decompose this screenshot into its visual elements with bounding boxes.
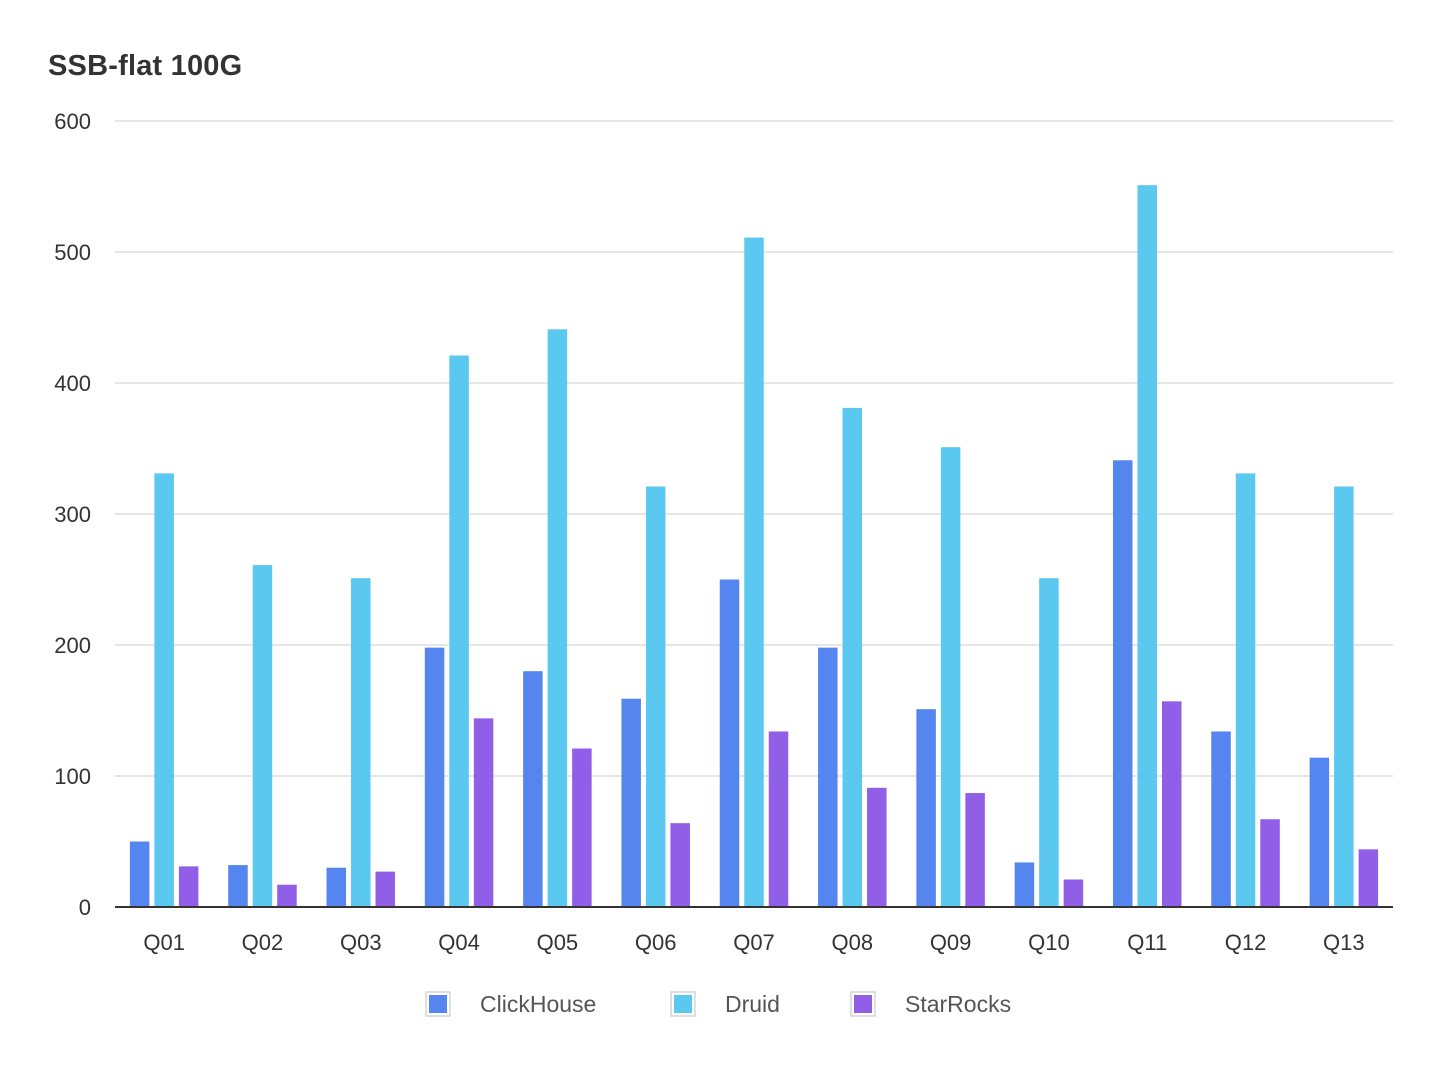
y-tick-label: 200	[54, 633, 91, 658]
bar-clickhouse-q11	[1112, 460, 1133, 907]
y-tick-label: 400	[54, 371, 91, 396]
x-tick-label: Q12	[1225, 930, 1267, 955]
legend-label: StarRocks	[905, 991, 1011, 1017]
bar-druid-q06	[645, 486, 666, 907]
bar-clickhouse-q06	[621, 698, 641, 907]
bar-starrocks-q07	[768, 731, 789, 907]
legend-label: Druid	[725, 991, 780, 1017]
bar-druid-q09	[940, 447, 961, 907]
x-tick-label: Q10	[1028, 930, 1070, 955]
bar-starrocks-q11	[1161, 701, 1182, 907]
x-tick-label: Q01	[143, 930, 185, 955]
x-tick-label: Q08	[832, 930, 874, 955]
x-tick-label: Q02	[242, 930, 284, 955]
bar-starrocks-q06	[670, 823, 690, 907]
bar-starrocks-q09	[965, 793, 985, 907]
bar-druid-q03	[351, 578, 371, 907]
legend-label: ClickHouse	[480, 991, 596, 1017]
y-tick-label: 300	[54, 502, 91, 527]
legend-swatch	[674, 995, 692, 1013]
bar-druid-q11	[1137, 185, 1157, 907]
bar-druid-q05	[547, 329, 568, 907]
axis-layer: 0 100 200 300 400 500 600 Q01 Q02 Q03 Q04 Q05 Q06 Q07…	[54, 109, 1393, 955]
legend-item-clickhouse[interactable]: ClickHouse	[425, 991, 596, 1017]
bar-starrocks-q01	[178, 866, 199, 907]
bar-druid-q08	[842, 407, 863, 907]
bar-starrocks-q04	[473, 718, 494, 907]
y-tick-label: 100	[54, 764, 91, 789]
bar-starrocks-q13	[1358, 849, 1379, 907]
bar-clickhouse-q07	[719, 579, 740, 907]
bar-druid-q12	[1235, 473, 1256, 907]
legend-item-starrocks[interactable]: StarRocks	[850, 991, 1011, 1017]
x-tick-label: Q11	[1127, 930, 1167, 955]
bar-starrocks-q10	[1063, 879, 1084, 907]
bar-starrocks-q12	[1260, 819, 1280, 907]
legend: ClickHouse Druid StarRocks	[425, 991, 1011, 1017]
legend-item-druid[interactable]: Druid	[670, 991, 780, 1017]
bar-clickhouse-q03	[326, 867, 347, 907]
bar-clickhouse-q13	[1309, 757, 1330, 907]
bar-druid-q07	[744, 237, 764, 908]
x-tick-label: Q04	[438, 930, 480, 955]
x-tick-label: Q03	[340, 930, 382, 955]
legend-swatch	[429, 995, 447, 1013]
bar-clickhouse-q01	[129, 841, 150, 907]
bar-clickhouse-q02	[228, 865, 248, 907]
x-tick-label: Q07	[733, 930, 775, 955]
x-tick-label: Q09	[930, 930, 972, 955]
bar-clickhouse-q04	[424, 647, 445, 907]
chart-title: SSB-flat 100G	[48, 50, 243, 82]
bar-starrocks-q08	[867, 787, 887, 907]
bar-clickhouse-q10	[1014, 862, 1035, 907]
bar-druid-q13	[1334, 486, 1354, 907]
bar-druid-q01	[154, 473, 174, 907]
legend-swatch	[854, 995, 872, 1013]
y-tick-label: 0	[79, 895, 91, 920]
x-tick-label: Q13	[1323, 930, 1365, 955]
bar-clickhouse-q12	[1211, 731, 1231, 907]
y-tick-label: 500	[54, 240, 91, 265]
x-tick-label: Q05	[537, 930, 579, 955]
bar-clickhouse-q09	[916, 709, 936, 907]
bars-layer	[129, 185, 1379, 908]
bar-clickhouse-q08	[818, 647, 838, 907]
bar-starrocks-q05	[572, 748, 592, 907]
bar-starrocks-q03	[375, 871, 396, 907]
x-tick-label: Q06	[635, 930, 677, 955]
bar-clickhouse-q05	[523, 671, 543, 907]
bar-druid-q10	[1039, 578, 1059, 907]
y-tick-label: 600	[54, 109, 91, 134]
bar-druid-q04	[449, 355, 469, 907]
bar-druid-q02	[252, 565, 273, 907]
bar-starrocks-q02	[277, 884, 297, 907]
